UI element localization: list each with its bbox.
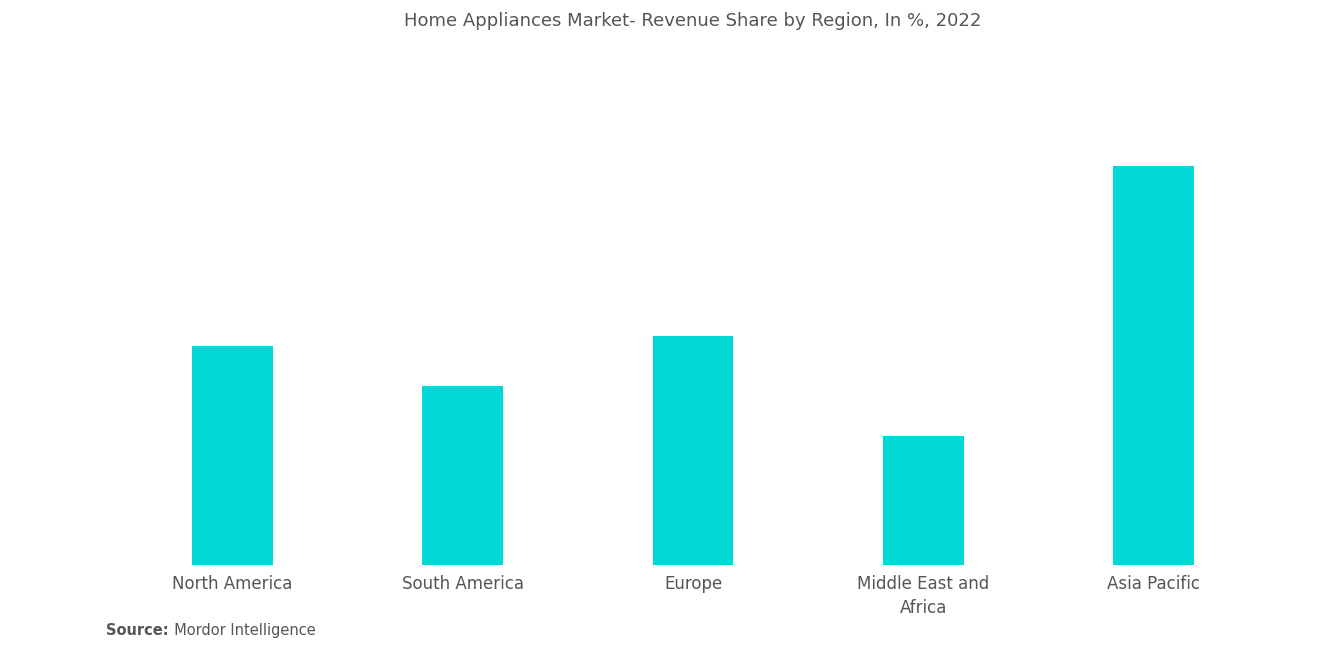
- Bar: [191, 346, 273, 565]
- Text: Source:: Source:: [106, 623, 168, 638]
- Bar: [652, 336, 734, 565]
- Bar: [422, 386, 503, 565]
- Bar: [883, 436, 964, 565]
- Text: Mordor Intelligence: Mordor Intelligence: [165, 623, 315, 638]
- Title: Home Appliances Market- Revenue Share by Region, In %, 2022: Home Appliances Market- Revenue Share by…: [404, 12, 982, 30]
- Bar: [1113, 166, 1195, 565]
